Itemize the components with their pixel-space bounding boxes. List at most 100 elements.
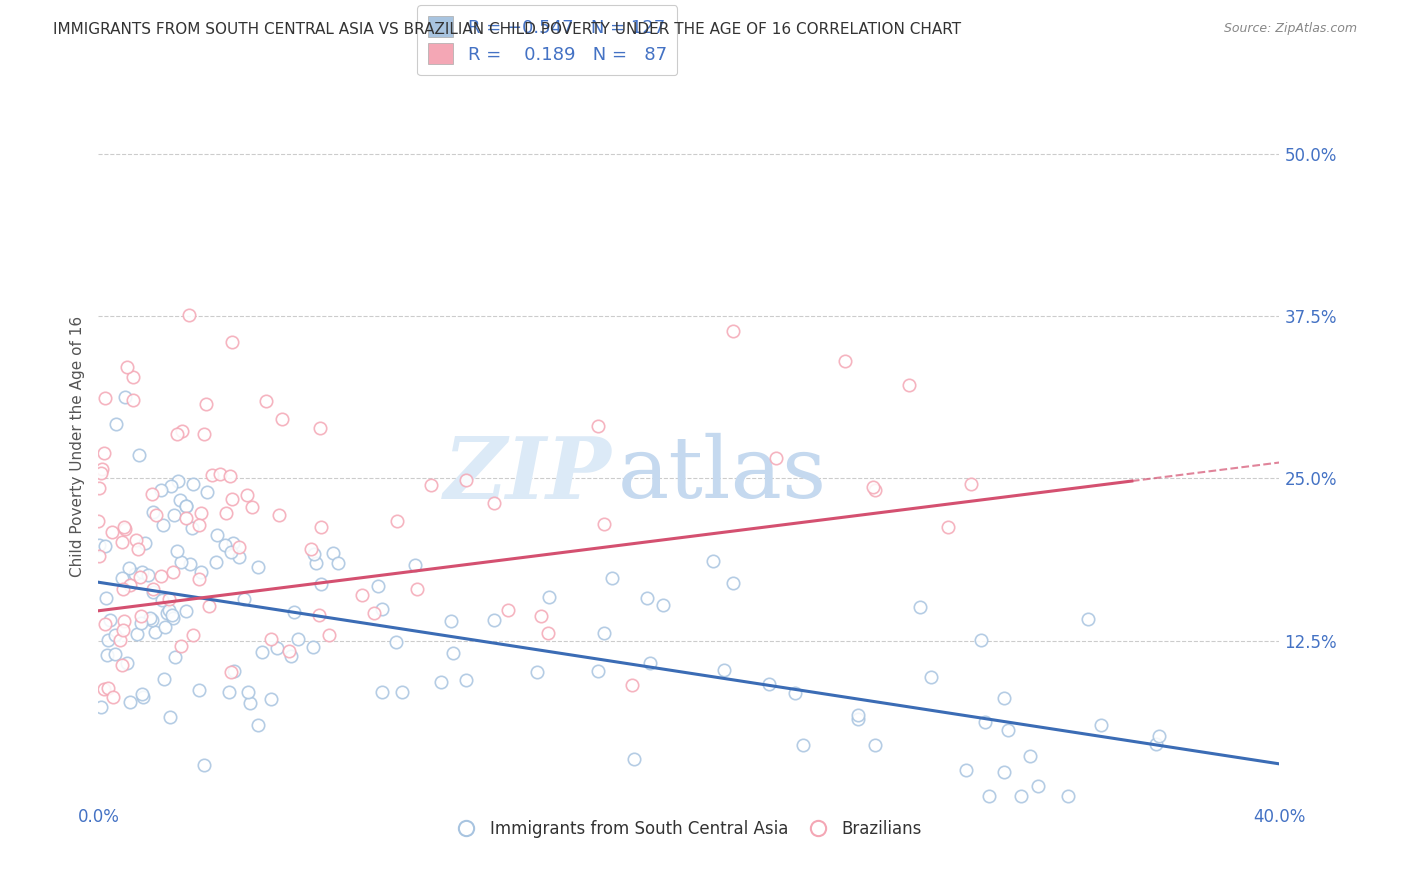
- Point: [636, 591, 658, 605]
- Point: [170, 424, 193, 438]
- Point: [652, 598, 675, 612]
- Point: [174, 604, 197, 618]
- Point: [846, 707, 869, 722]
- Point: [236, 488, 259, 502]
- Point: [118, 577, 141, 591]
- Point: [270, 412, 292, 426]
- Point: [141, 613, 163, 627]
- Point: [179, 557, 201, 571]
- Point: [93, 682, 115, 697]
- Point: [150, 593, 173, 607]
- Point: [1090, 718, 1112, 732]
- Point: [260, 691, 283, 706]
- Point: [269, 508, 291, 523]
- Point: [993, 764, 1015, 779]
- Point: [765, 450, 787, 465]
- Point: [207, 527, 229, 541]
- Point: [97, 681, 120, 696]
- Point: [129, 609, 152, 624]
- Point: [108, 632, 131, 647]
- Point: [159, 709, 181, 723]
- Point: [239, 696, 262, 710]
- Point: [309, 520, 332, 534]
- Point: [93, 446, 115, 460]
- Point: [152, 517, 174, 532]
- Point: [454, 673, 477, 687]
- Point: [242, 500, 264, 514]
- Point: [150, 483, 173, 497]
- Point: [222, 536, 245, 550]
- Y-axis label: Child Poverty Under the Age of 16: Child Poverty Under the Age of 16: [69, 316, 84, 576]
- Point: [93, 617, 115, 632]
- Point: [266, 640, 288, 655]
- Point: [195, 397, 218, 411]
- Point: [299, 542, 322, 557]
- Point: [834, 354, 856, 368]
- Point: [136, 567, 159, 582]
- Point: [363, 606, 385, 620]
- Point: [783, 685, 806, 699]
- Point: [228, 540, 250, 554]
- Point: [496, 603, 519, 617]
- Point: [721, 576, 744, 591]
- Point: [179, 308, 201, 322]
- Point: [120, 695, 142, 709]
- Point: [100, 524, 122, 539]
- Point: [163, 508, 186, 522]
- Point: [141, 487, 163, 501]
- Point: [101, 690, 124, 704]
- Point: [593, 517, 616, 532]
- Point: [153, 672, 176, 686]
- Point: [391, 685, 413, 699]
- Point: [308, 421, 330, 435]
- Point: [169, 639, 191, 653]
- Point: [160, 478, 183, 492]
- Point: [142, 585, 165, 599]
- Point: [218, 685, 240, 699]
- Point: [384, 634, 406, 648]
- Point: [302, 640, 325, 654]
- Point: [623, 752, 645, 766]
- Point: [309, 577, 332, 591]
- Point: [863, 483, 886, 497]
- Point: [846, 712, 869, 726]
- Point: [111, 535, 134, 549]
- Point: [96, 648, 118, 662]
- Point: [908, 599, 931, 614]
- Point: [188, 517, 211, 532]
- Point: [529, 608, 551, 623]
- Point: [863, 739, 886, 753]
- Point: [112, 582, 135, 597]
- Point: [960, 477, 983, 491]
- Point: [252, 644, 274, 658]
- Point: [526, 665, 548, 679]
- Point: [127, 542, 149, 557]
- Point: [104, 417, 127, 431]
- Point: [155, 606, 177, 620]
- Point: [586, 418, 609, 433]
- Point: [233, 591, 256, 606]
- Point: [115, 657, 138, 671]
- Point: [160, 607, 183, 622]
- Point: [174, 499, 197, 513]
- Point: [167, 474, 190, 488]
- Point: [326, 556, 349, 570]
- Point: [89, 481, 111, 495]
- Point: [169, 493, 191, 508]
- Point: [166, 427, 188, 442]
- Point: [112, 623, 135, 637]
- Point: [1147, 729, 1170, 743]
- Point: [308, 607, 330, 622]
- Point: [157, 591, 180, 606]
- Point: [197, 599, 219, 613]
- Point: [125, 533, 148, 548]
- Point: [128, 448, 150, 462]
- Point: [90, 699, 112, 714]
- Point: [287, 632, 309, 646]
- Point: [193, 758, 215, 772]
- Point: [537, 625, 560, 640]
- Point: [128, 570, 150, 584]
- Point: [440, 614, 463, 628]
- Point: [181, 627, 204, 641]
- Point: [600, 571, 623, 585]
